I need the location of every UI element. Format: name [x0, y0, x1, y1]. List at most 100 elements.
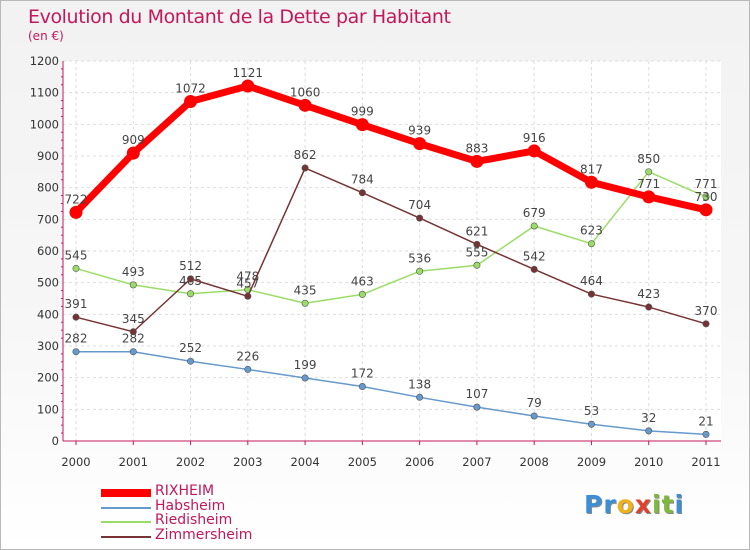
data-point-habsheim [702, 430, 710, 438]
data-point-rixheim [355, 118, 369, 132]
y-tick-label: 400 [37, 307, 59, 321]
logo-letter: x [634, 490, 652, 519]
data-label-riedisheim: 850 [637, 152, 660, 166]
data-label-habsheim: 32 [641, 411, 656, 425]
data-point-zimmersheim [645, 303, 653, 311]
data-label-zimmersheim: 464 [580, 274, 603, 288]
data-label-zimmersheim: 784 [351, 173, 374, 187]
data-label-habsheim: 79 [527, 396, 542, 410]
y-tick-label: 0 [52, 434, 59, 448]
data-point-rixheim [126, 146, 140, 160]
series-line-rixheim [73, 82, 707, 215]
data-point-riedisheim [702, 193, 710, 201]
data-point-rixheim [241, 79, 255, 93]
data-point-rixheim [642, 190, 656, 204]
data-label-rixheim: 1121 [233, 66, 264, 80]
data-point-riedisheim [416, 267, 424, 275]
y-tick-label: 300 [37, 339, 59, 353]
x-tick-label: 2004 [290, 455, 319, 469]
data-point-zimmersheim [129, 328, 137, 336]
logo-letter: P [584, 490, 604, 519]
data-label-riedisheim: 435 [294, 283, 317, 297]
proxiti-logo: Proxiti [584, 490, 684, 519]
data-label-zimmersheim: 621 [465, 224, 488, 238]
legend-label: Riedisheim [155, 512, 233, 528]
data-label-rixheim: 730 [695, 190, 718, 204]
data-label-zimmersheim: 457 [236, 276, 259, 290]
y-tick-label: 700 [37, 212, 59, 226]
y-tick-label: 1000 [30, 117, 59, 131]
data-point-riedisheim [301, 299, 309, 307]
data-point-riedisheim [530, 222, 538, 230]
legend-swatch [101, 506, 151, 509]
data-point-riedisheim [587, 240, 595, 248]
data-label-rixheim: 999 [351, 105, 374, 119]
x-tick-label: 2006 [405, 455, 434, 469]
data-label-rixheim: 939 [408, 124, 431, 138]
data-point-rixheim [298, 98, 312, 112]
chart-unit-label: (en €) [28, 29, 64, 43]
logo-letter: i [652, 490, 662, 519]
data-label-habsheim: 282 [65, 332, 88, 346]
y-tick-label: 900 [37, 149, 59, 163]
data-point-zimmersheim [473, 240, 481, 248]
data-point-habsheim [244, 365, 252, 373]
data-label-riedisheim: 679 [523, 206, 546, 220]
data-point-rixheim [69, 205, 83, 219]
series-line-riedisheim [75, 171, 707, 304]
data-label-rixheim: 909 [122, 133, 145, 147]
logo-letter: o [616, 490, 635, 519]
data-point-habsheim [301, 374, 309, 382]
legend-swatch [101, 521, 151, 523]
y-tick-label: 1200 [30, 54, 59, 68]
series-line-habsheim [76, 350, 707, 436]
data-label-zimmersheim: 345 [122, 312, 145, 326]
data-label-habsheim: 252 [179, 341, 202, 355]
data-point-riedisheim [187, 290, 195, 298]
data-label-habsheim: 107 [465, 387, 488, 401]
data-point-rixheim [184, 95, 198, 109]
data-point-rixheim [527, 144, 541, 158]
x-tick-label: 2003 [233, 455, 262, 469]
legend-item-zimmersheim: Zimmersheim [101, 526, 321, 545]
y-tick-label: 500 [37, 276, 59, 290]
data-label-rixheim: 1060 [290, 85, 321, 99]
x-tick-label: 2000 [61, 455, 90, 469]
data-label-habsheim: 172 [351, 367, 374, 381]
legend-label: RIXHEIM [155, 483, 215, 499]
data-point-zimmersheim [187, 275, 195, 283]
data-label-riedisheim: 536 [408, 251, 431, 265]
legend-label: Habsheim [155, 497, 226, 514]
data-label-zimmersheim: 862 [294, 148, 317, 162]
data-label-rixheim: 722 [65, 192, 88, 206]
data-label-riedisheim: 545 [65, 248, 88, 262]
data-label-rixheim: 1072 [175, 82, 206, 96]
logo-letter: t [661, 490, 675, 519]
data-label-rixheim: 916 [523, 131, 546, 145]
logo-letter: r [603, 490, 617, 519]
data-point-zimmersheim [416, 214, 424, 222]
data-point-habsheim [645, 427, 653, 435]
series-habsheim: 282 282 252 226 199 172 138 107 79 53 32 21 [65, 332, 714, 438]
x-tick-label: 2007 [462, 455, 491, 469]
x-tick-label: 2008 [520, 455, 549, 469]
legend-label: Zimmersheim [155, 526, 253, 543]
data-label-riedisheim: 555 [465, 245, 488, 259]
chart-title: Evolution du Montant de la Dette par Hab… [28, 6, 451, 28]
data-label-zimmersheim: 704 [408, 198, 431, 212]
logo-letter: i [674, 490, 685, 519]
legend-item-habsheim: Habsheim [101, 497, 321, 516]
data-label-zimmersheim: 370 [695, 304, 718, 318]
legend-item-riedisheim: Riedisheim [101, 512, 321, 530]
legend-swatch [101, 489, 151, 497]
data-label-zimmersheim: 542 [523, 249, 546, 263]
legend-item-rixheim: RIXHEIM [101, 483, 321, 501]
series-riedisheim: 545493465478435463536555679623850771 [65, 152, 718, 307]
data-point-zimmersheim [301, 164, 309, 172]
data-label-habsheim: 282 [122, 332, 145, 346]
y-tick-label: 200 [37, 371, 59, 385]
data-label-riedisheim: 771 [695, 177, 718, 191]
x-tick-label: 2009 [577, 455, 606, 469]
